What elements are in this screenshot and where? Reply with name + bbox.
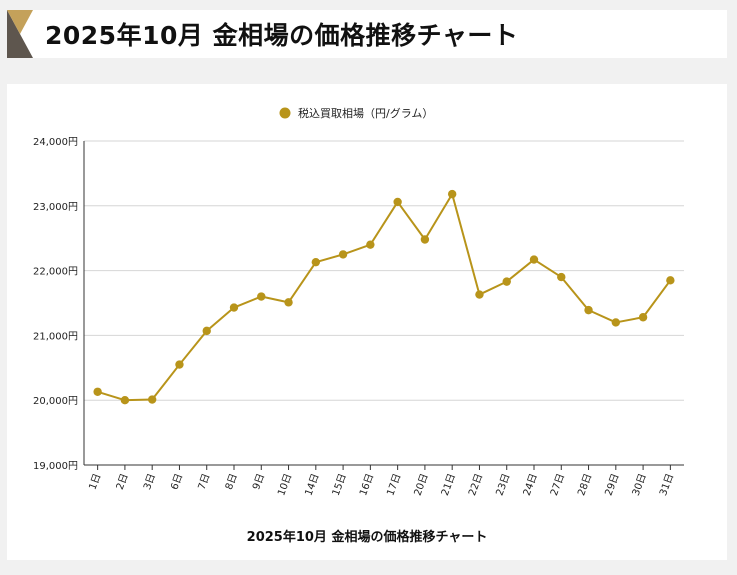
legend-marker-icon: [279, 107, 291, 119]
x-tick-label: 2日: [115, 472, 131, 491]
x-tick-label: 15日: [331, 472, 349, 497]
data-point: [638, 313, 648, 322]
chart-title: 2025年10月 金相場の価格推移チャート: [247, 529, 488, 545]
x-tick-label: 9日: [251, 472, 267, 491]
series-line: [97, 193, 672, 402]
y-tick-label: 20,000円: [33, 396, 78, 407]
data-point: [475, 290, 484, 299]
x-tick-label: 10日: [276, 472, 294, 497]
chart-panel: 19,000円 20,000円 21,000円 22,000円 23,000円 24,00…: [7, 84, 727, 560]
data-point: [120, 396, 130, 405]
y-tick-label: 19,000円: [33, 461, 78, 472]
data-point: [284, 298, 293, 307]
x-tick-label: 8日: [224, 472, 240, 491]
brand-logo-icon: [7, 10, 33, 58]
data-point: [93, 387, 102, 396]
data-point: [584, 305, 593, 315]
data-point: [393, 197, 402, 207]
data-point: [420, 235, 430, 244]
x-tick-label: 29日: [604, 472, 622, 497]
page-title: 2025年10月 金相場の価格推移チャート: [45, 21, 519, 50]
x-tick-label: 24日: [522, 472, 540, 497]
x-tick-label: 14日: [304, 472, 322, 497]
x-tick-label: 28日: [576, 472, 594, 497]
x-tick-label: 7日: [197, 472, 213, 491]
y-tick-label: 23,000円: [33, 202, 78, 213]
data-point: [202, 326, 211, 336]
x-tick-label: 20日: [413, 472, 431, 497]
y-tick-label: 22,000円: [33, 267, 78, 278]
data-point: [175, 360, 184, 369]
x-tick-label: 21日: [440, 472, 458, 497]
legend-label: 税込買取相場（円/グラム）: [298, 106, 433, 120]
x-tick-label: 16日: [358, 472, 376, 497]
data-point: [338, 250, 348, 259]
data-point: [366, 240, 375, 249]
data-point: [257, 292, 266, 301]
page-header: 2025年10月 金相場の価格推移チャート: [7, 10, 727, 58]
data-point: [147, 395, 157, 404]
y-tick-label: 21,000円: [33, 331, 78, 342]
data-point: [529, 255, 539, 264]
x-tick-label: 31日: [658, 472, 676, 497]
x-tick-label: 22日: [467, 472, 485, 497]
x-tick-label: 3日: [142, 472, 158, 491]
data-point: [666, 276, 675, 285]
y-tick-label: 24,000円: [33, 137, 78, 148]
price-line-chart: 19,000円 20,000円 21,000円 22,000円 23,000円 24,00…: [33, 106, 684, 545]
data-point: [611, 318, 621, 327]
x-tick-label: 30日: [631, 472, 649, 497]
x-tick-label: 1日: [88, 472, 104, 491]
x-tick-label: 17日: [385, 472, 403, 497]
data-point: [311, 257, 321, 267]
x-tick-label: 23日: [494, 472, 512, 497]
x-tick-label: 27日: [549, 472, 567, 497]
data-point: [502, 277, 511, 286]
data-point: [229, 303, 239, 312]
x-tick-label: 6日: [169, 472, 185, 491]
data-point: [557, 272, 566, 282]
data-point: [447, 189, 457, 199]
